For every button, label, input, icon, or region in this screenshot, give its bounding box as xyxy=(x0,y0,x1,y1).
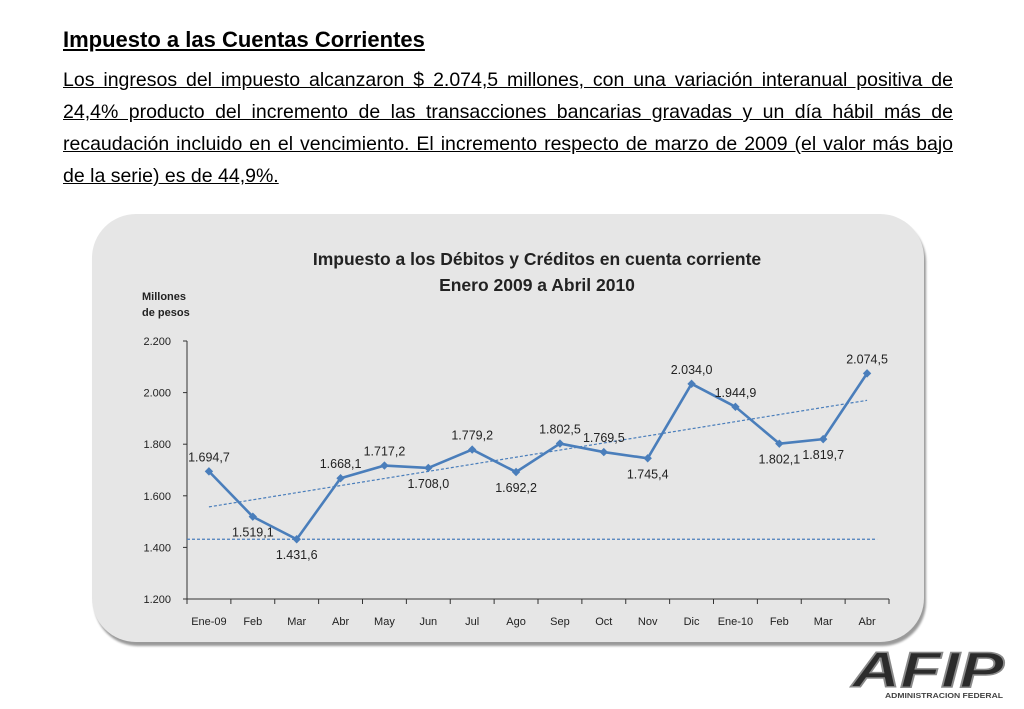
x-tick-label: Jul xyxy=(465,616,479,628)
y-tick-label: 1.400 xyxy=(143,542,171,554)
data-label: 1.431,6 xyxy=(276,548,318,562)
data-point-marker xyxy=(818,434,828,444)
data-point-marker xyxy=(687,379,696,389)
x-tick-label: Oct xyxy=(595,616,612,628)
y-axis-label-line1: Millones xyxy=(142,291,186,303)
data-label: 1.519,1 xyxy=(232,526,274,540)
y-tick-label: 2.200 xyxy=(143,336,171,348)
summary-paragraph: Los ingresos del impuesto alcanzaron $ 2… xyxy=(63,69,953,187)
x-tick-label: Feb xyxy=(770,616,789,628)
x-tick-label: Ene-09 xyxy=(191,616,226,628)
data-label: 1.819,7 xyxy=(802,448,844,462)
x-tick-label: Dic xyxy=(684,616,700,628)
data-label: 1.802,5 xyxy=(539,423,581,437)
data-point-marker xyxy=(380,461,389,470)
afip-logo-subtext: ADMINISTRACION FEDERAL xyxy=(885,691,1003,700)
data-label: 1.694,7 xyxy=(188,450,230,464)
y-axis-label-line2: de pesos xyxy=(142,307,190,319)
data-label: 1.668,1 xyxy=(320,457,362,471)
data-label: 2.034,0 xyxy=(671,363,713,377)
x-tick-label: Abr xyxy=(859,616,876,628)
chart-title: Impuesto a los Débitos y Créditos en cue… xyxy=(313,249,762,269)
chart-panel: Impuesto a los Débitos y Créditos en cue… xyxy=(92,214,924,642)
data-label: 1.779,2 xyxy=(451,429,493,443)
y-tick-label: 1.200 xyxy=(143,594,171,606)
data-label: 1.745,4 xyxy=(627,467,669,481)
data-label: 2.074,5 xyxy=(846,352,888,366)
y-tick-label: 1.800 xyxy=(143,439,171,451)
data-point-marker xyxy=(599,447,609,457)
data-point-marker xyxy=(424,463,433,473)
chart-value-labels: 1.694,7 1.519,11.431,6 1.668,11.717,2 1.708… xyxy=(188,352,888,562)
chart-axes: 1.200 1.400 1.600 1.800 2.000 2.200 Ene-09 Feb M… xyxy=(143,336,890,628)
data-label: 1.769,5 xyxy=(583,431,625,445)
x-tick-label: Feb xyxy=(243,616,262,628)
x-tick-label: Sep xyxy=(550,616,570,628)
trend-line xyxy=(208,399,868,508)
data-label: 1.717,2 xyxy=(364,445,406,459)
afip-logo-mark: AFIP xyxy=(849,645,1005,698)
x-tick-label: May xyxy=(374,616,395,628)
data-label: 1.692,2 xyxy=(495,481,537,495)
x-tick-label: Mar xyxy=(287,616,306,628)
x-tick-label: Nov xyxy=(638,616,658,628)
series-line xyxy=(208,372,869,541)
line-chart: Impuesto a los Débitos y Créditos en cue… xyxy=(142,249,890,628)
chart-series xyxy=(204,369,872,544)
data-point-marker xyxy=(775,439,784,448)
x-tick-label: Ene-10 xyxy=(718,616,753,628)
x-tick-label: Mar xyxy=(814,616,833,628)
data-point-marker xyxy=(336,474,345,483)
chart-reference-lines xyxy=(187,399,878,540)
x-tick-label: Ago xyxy=(506,616,526,628)
y-tick-label: 2.000 xyxy=(143,388,171,400)
data-label: 1.944,9 xyxy=(715,386,757,400)
page-heading: Impuesto a las Cuentas Corrientes xyxy=(63,27,425,52)
chart-subtitle: Enero 2009 a Abril 2010 xyxy=(439,275,635,295)
data-point-marker xyxy=(862,369,872,378)
x-tick-label: Abr xyxy=(332,616,349,628)
data-label: 1.708,0 xyxy=(407,477,449,491)
data-point-marker xyxy=(467,445,477,454)
afip-logo: AFIP ADMINISTRACION FEDERAL xyxy=(849,645,1006,700)
data-point-marker xyxy=(643,454,652,463)
data-point-marker xyxy=(555,439,565,448)
data-point-marker xyxy=(292,535,301,544)
data-label: 1.802,1 xyxy=(758,453,800,467)
data-point-marker xyxy=(731,402,740,412)
x-tick-label: Jun xyxy=(419,616,437,628)
y-tick-label: 1.600 xyxy=(143,491,171,503)
data-point-marker xyxy=(511,467,521,477)
